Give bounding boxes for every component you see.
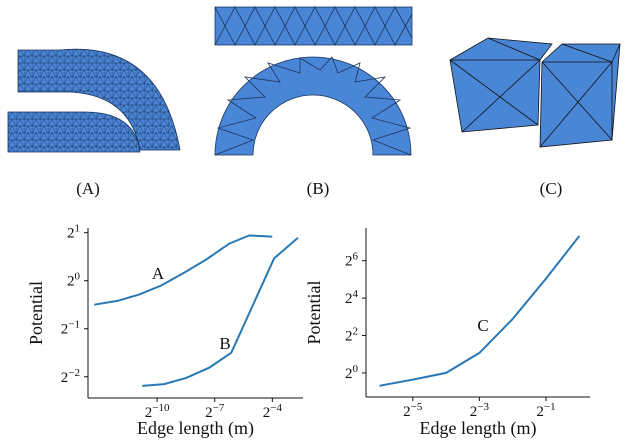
x-axis-label: Edge length (m) [420, 418, 537, 439]
y-tick-label: 2−2 [61, 366, 80, 386]
series-label: C [477, 316, 488, 335]
mesh-a [8, 49, 180, 152]
y-tick-label: 20 [345, 362, 359, 382]
series-label: B [219, 334, 230, 353]
line-series [142, 238, 298, 386]
panel-label: (A) [76, 179, 100, 198]
x-tick-label: 2−4 [263, 402, 283, 422]
figure: (A) (B) (C) 2−102−72−42−22−12021Edge len… [0, 0, 634, 442]
y-tick-label: 24 [345, 288, 359, 308]
series-label: A [152, 264, 165, 283]
x-axis-label: Edge length (m) [137, 418, 254, 439]
y-tick-label: 26 [345, 250, 359, 270]
y-axis-label: Potential [304, 281, 324, 345]
y-tick-label: 21 [67, 222, 80, 242]
x-tick-label: 2−1 [536, 401, 555, 421]
y-axis-label: Potential [26, 281, 46, 345]
y-tick-label: 22 [345, 325, 358, 345]
panel-label: (B) [307, 179, 330, 198]
mesh-b [215, 7, 412, 155]
mesh-c [450, 38, 620, 147]
y-tick-label: 2−1 [61, 318, 80, 338]
y-tick-label: 20 [67, 270, 81, 290]
panel-label: (C) [540, 179, 563, 198]
line-series [94, 236, 272, 305]
line-series [380, 236, 580, 386]
